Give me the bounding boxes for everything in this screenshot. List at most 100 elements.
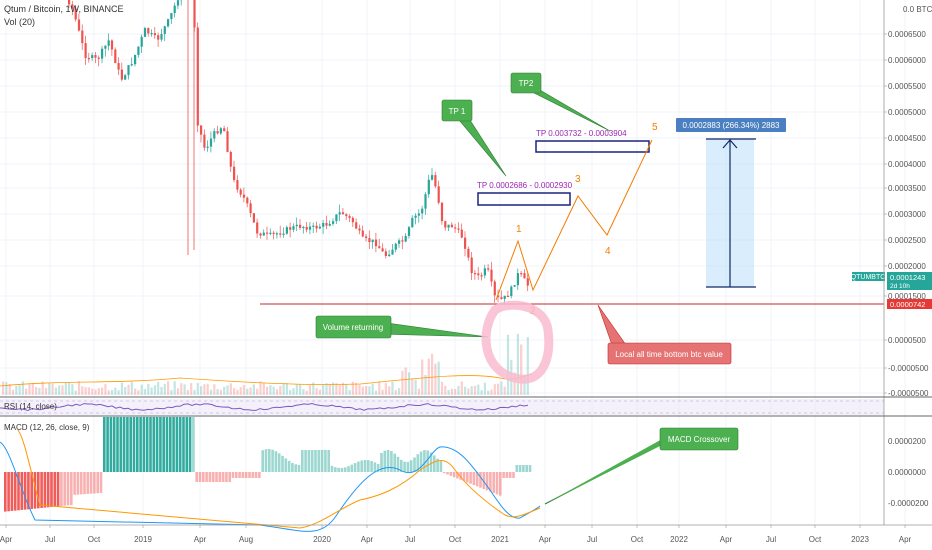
candle-body — [358, 228, 361, 231]
volume-bar — [457, 385, 460, 395]
candle-body — [513, 285, 516, 287]
macd-hist-bar — [254, 472, 258, 478]
macd-callout[interactable] — [659, 427, 739, 451]
volume-bar — [163, 383, 166, 395]
tp2-callout[interactable] — [510, 72, 542, 94]
candle-body — [266, 232, 269, 234]
macd-hist-bar — [175, 417, 179, 472]
macd-hist-bar — [142, 417, 146, 472]
volume-bar — [450, 388, 453, 395]
macd-hist-bar — [271, 449, 274, 472]
macd-hist-bar — [20, 472, 24, 510]
volume-bar — [143, 389, 147, 395]
macd-hist-bar — [27, 472, 30, 510]
volume-bar — [38, 387, 41, 395]
macd-hist-bar — [327, 450, 330, 472]
macd-hist-bar — [136, 417, 139, 472]
macd-hist-bar — [456, 472, 459, 479]
candle-body — [94, 55, 97, 58]
macd-hist-bar — [287, 460, 291, 472]
volume-bar — [21, 381, 24, 395]
candle-body — [233, 166, 236, 181]
volume-bar — [130, 381, 133, 395]
macd-hist-bar — [195, 472, 198, 482]
macd-axis-ticks: 0.0000200 0.0000000 -0.0000200 — [888, 437, 929, 508]
volume-bar — [8, 383, 11, 395]
macd-hist-bar — [106, 417, 109, 472]
macd-hist-bar — [373, 462, 377, 472]
macd-hist-bar — [376, 463, 380, 472]
candle-body — [302, 226, 305, 229]
macd-hist-bar — [386, 450, 390, 472]
macd-hist-bar — [439, 461, 443, 472]
projected-wave-path — [495, 139, 653, 301]
tp1-callout[interactable] — [441, 99, 473, 122]
macd-hist-bar — [17, 472, 20, 511]
macd-hist-bar — [152, 417, 156, 472]
macd-hist-bar — [383, 450, 387, 472]
candle-body — [483, 268, 486, 276]
candle-body — [206, 146, 209, 148]
macd-hist-bar — [145, 417, 149, 472]
volume-bar — [345, 383, 348, 395]
macd-hist-bar — [119, 417, 123, 472]
macd-hist-bar — [221, 472, 225, 482]
volume-bar — [490, 389, 493, 395]
macd-hist-bar — [433, 455, 436, 472]
macd-hist-bar — [33, 472, 37, 509]
macd-hist-bar — [109, 417, 113, 472]
candle-body — [137, 46, 140, 55]
price-tick-label: 0.0002000 — [888, 262, 926, 271]
candle-body — [523, 273, 526, 279]
macd-hist-bar — [393, 453, 396, 472]
volume-bar — [374, 390, 378, 395]
symbol-tag — [852, 272, 885, 281]
volume-callout[interactable] — [315, 315, 392, 339]
volume-bar — [190, 383, 193, 395]
time-tick-label: 2019 — [134, 535, 152, 544]
candle-body — [242, 194, 246, 198]
macd-hist-bar — [301, 450, 304, 472]
macd-hist-bar — [129, 417, 132, 472]
volume-bar — [312, 382, 315, 395]
macd-hist-bar — [208, 472, 212, 482]
volume-bar — [134, 388, 137, 395]
candle-body — [101, 48, 104, 59]
candle-body — [510, 286, 513, 297]
candle-body — [91, 55, 94, 59]
macd-hist-bar — [149, 417, 152, 472]
bottom-callout[interactable] — [607, 342, 732, 365]
macd-hist-bar — [211, 472, 215, 482]
volume-bar — [427, 358, 430, 395]
candle-body — [341, 212, 345, 215]
time-tick-label: Oct — [88, 535, 101, 544]
candle-body — [295, 224, 298, 227]
candle-body — [246, 197, 249, 204]
candle-body — [269, 232, 272, 234]
tp1-box[interactable] — [477, 192, 571, 206]
volume-bar — [64, 382, 67, 395]
macd-hist-bar — [297, 464, 301, 472]
macd-hist-bar — [23, 472, 27, 510]
macd-hist-bar — [228, 472, 231, 482]
time-tick-label: Oct — [449, 535, 462, 544]
macd-hist-bar — [489, 472, 492, 492]
macd-hist-bar — [13, 472, 17, 511]
candle-body — [454, 227, 457, 229]
price-tick-label: 0.0003500 — [888, 184, 926, 193]
volume-bar — [454, 389, 457, 395]
candle-body — [434, 175, 437, 187]
volume-bar — [414, 379, 417, 395]
macd-hist-bar — [83, 472, 86, 495]
volume-bar — [15, 385, 18, 395]
volume-bar — [411, 378, 414, 395]
macd-hist-bar — [512, 472, 515, 478]
macd-hist-bar — [169, 417, 172, 472]
macd-hist-bar — [469, 472, 472, 484]
candle-body — [84, 43, 87, 59]
volume-bar — [94, 389, 97, 395]
macd-hist-bar — [304, 450, 307, 472]
volume-bar — [77, 381, 81, 395]
candle-body — [117, 63, 120, 70]
